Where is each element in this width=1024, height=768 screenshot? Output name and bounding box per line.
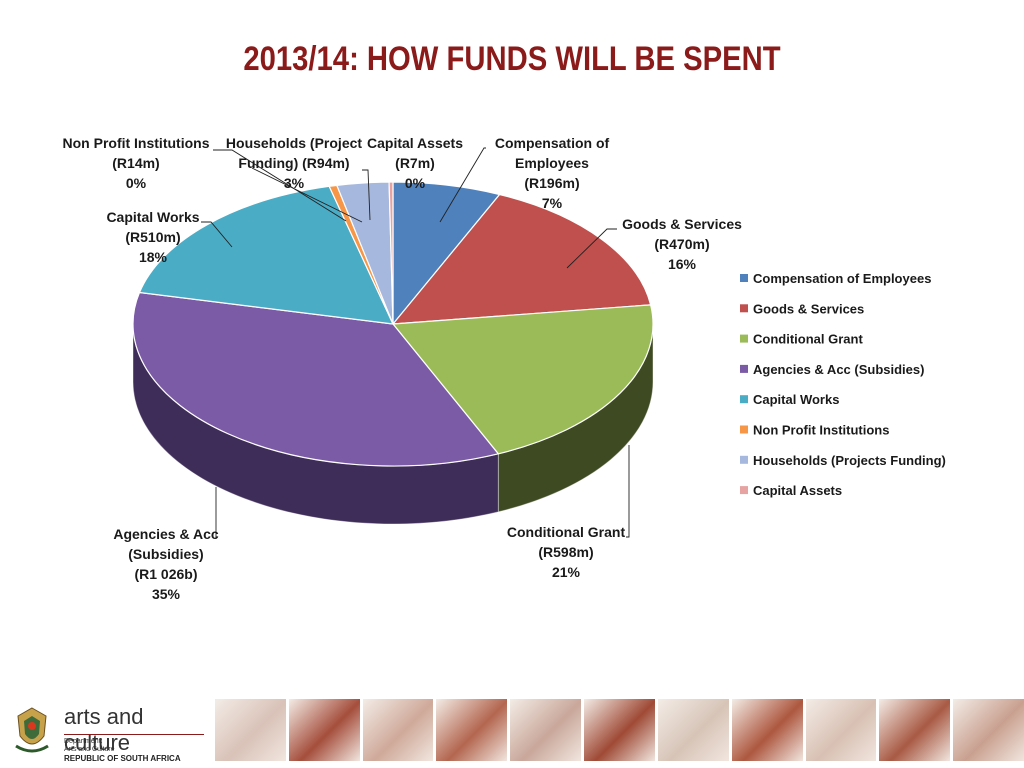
data-label-line: Funding) (R94m)	[238, 155, 349, 171]
legend-swatch	[740, 395, 748, 404]
leader-line	[626, 445, 630, 538]
legend-swatch	[740, 364, 748, 373]
department-logo: arts and culture Department: Arts and Cu…	[8, 700, 208, 763]
data-label-line: Capital Works	[106, 209, 199, 225]
data-label: Capital Works (R510m) 18%	[106, 209, 199, 265]
legend-entry: Conditional Grant	[753, 332, 863, 347]
data-label-line: Agencies & Acc	[113, 526, 219, 542]
pie-chart: Compensation of Employees (R196m) 7% Goods &…	[63, 135, 946, 602]
legend-swatch	[740, 486, 748, 495]
photo-strip	[215, 699, 1024, 761]
country-name: REPUBLIC OF SOUTH AFRICA	[64, 754, 181, 763]
legend-swatch	[740, 304, 748, 313]
data-label: Capital Assets (R7m) 0%	[367, 135, 463, 191]
legend-swatch	[740, 274, 748, 282]
data-label-line: 7%	[542, 195, 563, 211]
legend-entry: Capital Works	[753, 392, 839, 407]
pie-slice-conditional-grant	[391, 304, 654, 455]
pie-slice-agencies-acc-subsidies-	[132, 291, 500, 467]
data-label-line: (R7m)	[395, 155, 435, 171]
data-label-line: (R1 026b)	[134, 566, 197, 582]
data-label-line: Households (Project	[226, 135, 362, 151]
leader-line	[251, 167, 363, 223]
legend-swatch	[740, 334, 748, 343]
photo-tile	[584, 699, 655, 761]
photo-tile	[657, 699, 729, 761]
data-label-line: Employees	[515, 155, 589, 171]
data-label-line: (R470m)	[654, 236, 709, 252]
data-label: Households (Project Funding) (R94m) 3%	[226, 135, 362, 191]
data-label-line: (R510m)	[125, 229, 180, 245]
data-label: Conditional Grant (R598m) 21%	[507, 524, 626, 580]
pie-slice-goods-services	[391, 193, 652, 325]
legend-entry: Non Profit Institutions	[753, 423, 889, 438]
leader-line	[201, 221, 233, 248]
department-label: Department:	[64, 738, 103, 745]
photo-tile	[215, 699, 286, 761]
legend-entry: Compensation of Employees	[753, 271, 931, 286]
data-label: Agencies & Acc (Subsidies) (R1 026b) 35%	[113, 526, 219, 602]
leader-line	[566, 228, 617, 269]
divider	[64, 734, 204, 735]
leader-line	[362, 169, 371, 221]
photo-tile	[731, 699, 803, 761]
data-label: Goods & Services (R470m) 16%	[622, 216, 742, 272]
leader-line	[439, 147, 486, 223]
footer-banner: arts and culture Department: Arts and Cu…	[0, 690, 1024, 768]
photo-tile	[362, 699, 434, 761]
legend-entry: Households (Projects Funding)	[753, 453, 946, 468]
data-label: Compensation of Employees (R196m) 7%	[495, 135, 610, 211]
data-label-line: Conditional Grant	[507, 524, 626, 540]
data-label-line: 18%	[139, 249, 168, 265]
legend-swatch	[740, 425, 748, 434]
data-label-line: (R598m)	[538, 544, 593, 560]
data-label-line: 21%	[552, 564, 581, 580]
photo-tile	[436, 699, 508, 761]
leader-line	[213, 149, 347, 222]
data-label-line: Non Profit Institutions	[63, 135, 210, 151]
data-label-line: 3%	[284, 175, 305, 191]
data-label-line: 0%	[405, 175, 426, 191]
photo-tile	[510, 699, 582, 761]
data-label-line: Capital Assets	[367, 135, 463, 151]
pie-slice-compensation-of-employees	[392, 181, 501, 326]
data-label-line: 16%	[668, 256, 697, 272]
department-name: Arts and Culture	[64, 746, 115, 753]
photo-tile	[288, 699, 360, 761]
data-label-line: (R14m)	[112, 155, 159, 171]
legend-entry: Capital Assets	[753, 483, 842, 498]
coat-of-arms-icon	[15, 707, 49, 753]
legend-entry: Agencies & Acc (Subsidies)	[753, 362, 924, 377]
pie-slice-capital-assets	[388, 181, 394, 325]
data-label: Non Profit Institutions (R14m) 0%	[63, 135, 210, 191]
data-label-line: Goods & Services	[622, 216, 742, 232]
photo-tile	[879, 699, 951, 761]
legend-swatch	[740, 455, 748, 464]
data-label-line: 0%	[126, 175, 147, 191]
data-label-line: Compensation of	[495, 135, 610, 151]
legend-entry: Goods & Services	[753, 301, 864, 316]
page-title: 2013/14: HOW FUNDS WILL BE SPENT	[243, 40, 781, 78]
data-label-line: 35%	[152, 586, 181, 602]
data-label-line: (R196m)	[524, 175, 579, 191]
photo-tile	[953, 699, 1024, 761]
data-label-line: (Subsidies)	[128, 546, 203, 562]
photo-tile	[805, 699, 877, 761]
